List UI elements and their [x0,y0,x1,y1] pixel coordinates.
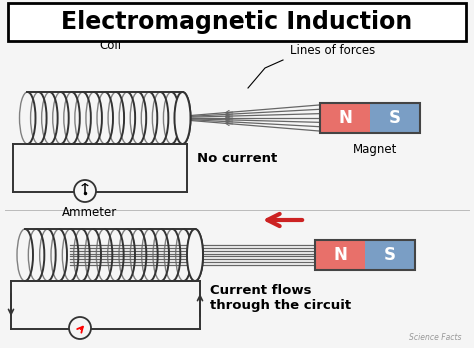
Ellipse shape [174,92,191,144]
Circle shape [74,180,96,202]
Text: Coil: Coil [99,39,121,52]
Bar [370,103,420,133]
Text: Lines of forces: Lines of forces [290,44,375,57]
Text: S: S [384,246,396,264]
Ellipse shape [187,229,203,281]
Bar [320,103,370,133]
Text: N: N [333,246,347,264]
Text: N: N [338,109,352,127]
Bar [320,103,420,133]
Text: Current flows: Current flows [210,285,311,298]
Bar [8,3,466,41]
Bar [315,240,415,270]
Bar [365,240,415,270]
Text: Science Facts: Science Facts [410,333,462,342]
Text: S: S [389,109,401,127]
Text: Ammeter: Ammeter [63,206,118,219]
Text: through the circuit: through the circuit [210,299,351,311]
Text: Magnet: Magnet [353,143,397,156]
Text: Electromagnetic Induction: Electromagnetic Induction [61,10,413,34]
Circle shape [69,317,91,339]
Text: No current: No current [198,151,278,165]
Bar [315,240,365,270]
